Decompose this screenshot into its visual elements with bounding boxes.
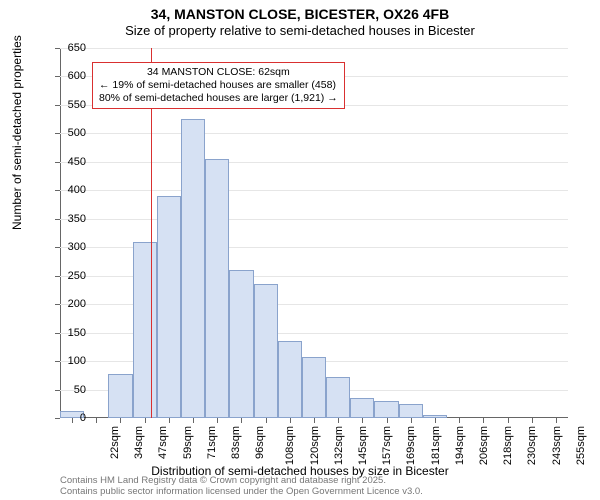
y-tick-label: 400 — [46, 184, 86, 196]
chart-title-block: 34, MANSTON CLOSE, BICESTER, OX26 4FB Si… — [0, 0, 600, 38]
x-tick-label: 47sqm — [158, 426, 170, 459]
gridline — [60, 190, 568, 191]
y-tick-label: 500 — [46, 127, 86, 139]
x-tick-mark — [483, 418, 484, 423]
x-tick-mark — [193, 418, 194, 423]
x-tick-mark — [169, 418, 170, 423]
attribution-text: Contains HM Land Registry data © Crown c… — [60, 476, 423, 498]
attribution-line-2: Contains public sector information licen… — [60, 487, 423, 498]
gridline — [60, 162, 568, 163]
info-box: 34 MANSTON CLOSE: 62sqm← 19% of semi-det… — [92, 62, 345, 109]
x-tick-mark — [266, 418, 267, 423]
info-box-line: ← 19% of semi-detached houses are smalle… — [99, 79, 338, 92]
y-tick-label: 50 — [46, 384, 86, 396]
x-tick-mark — [217, 418, 218, 423]
x-tick-label: 169sqm — [406, 426, 418, 465]
x-tick-mark — [556, 418, 557, 423]
x-tick-label: 206sqm — [478, 426, 490, 465]
x-tick-mark — [96, 418, 97, 423]
x-tick-mark — [362, 418, 363, 423]
x-tick-label: 71sqm — [206, 426, 218, 459]
histogram-bar — [278, 341, 302, 418]
histogram-bar — [205, 159, 229, 418]
x-tick-mark — [532, 418, 533, 423]
histogram-bar — [326, 377, 350, 418]
chart-title: 34, MANSTON CLOSE, BICESTER, OX26 4FB — [0, 6, 600, 23]
y-tick-label: 450 — [46, 156, 86, 168]
gridline — [60, 48, 568, 49]
x-tick-mark — [411, 418, 412, 423]
histogram-bar — [181, 119, 205, 418]
x-tick-mark — [314, 418, 315, 423]
x-tick-label: 194sqm — [454, 426, 466, 465]
gridline — [60, 219, 568, 220]
y-tick-label: 250 — [46, 270, 86, 282]
info-box-line: 80% of semi-detached houses are larger (… — [99, 92, 338, 105]
x-tick-label: 218sqm — [502, 426, 514, 465]
y-tick-label: 350 — [46, 213, 86, 225]
x-tick-mark — [435, 418, 436, 423]
x-tick-mark — [241, 418, 242, 423]
x-tick-label: 145sqm — [357, 426, 369, 465]
x-tick-label: 96sqm — [254, 426, 266, 459]
x-tick-label: 59sqm — [182, 426, 194, 459]
x-tick-label: 22sqm — [109, 426, 121, 459]
y-tick-label: 100 — [46, 355, 86, 367]
histogram-bar — [399, 404, 423, 418]
x-tick-label: 83sqm — [230, 426, 242, 459]
x-tick-label: 108sqm — [285, 426, 297, 465]
chart-subtitle: Size of property relative to semi-detach… — [0, 23, 600, 39]
y-tick-label: 650 — [46, 42, 86, 54]
x-tick-mark — [387, 418, 388, 423]
y-tick-label: 0 — [46, 412, 86, 424]
y-tick-label: 600 — [46, 70, 86, 82]
gridline — [60, 133, 568, 134]
histogram-bar — [350, 398, 374, 418]
x-tick-mark — [290, 418, 291, 423]
histogram-bar — [374, 401, 398, 418]
histogram-bar — [302, 357, 326, 418]
x-tick-mark — [145, 418, 146, 423]
y-tick-label: 150 — [46, 327, 86, 339]
y-tick-label: 550 — [46, 99, 86, 111]
plot: 34 MANSTON CLOSE: 62sqm← 19% of semi-det… — [60, 48, 568, 418]
x-tick-label: 120sqm — [309, 426, 321, 465]
histogram-bar — [108, 374, 132, 418]
x-tick-label: 243sqm — [551, 426, 563, 465]
y-tick-label: 300 — [46, 241, 86, 253]
info-box-line: 34 MANSTON CLOSE: 62sqm — [99, 66, 338, 79]
x-tick-mark — [120, 418, 121, 423]
x-tick-label: 255sqm — [575, 426, 587, 465]
x-tick-label: 181sqm — [430, 426, 442, 465]
histogram-bar — [157, 196, 181, 418]
x-tick-label: 157sqm — [381, 426, 393, 465]
y-tick-label: 200 — [46, 298, 86, 310]
x-tick-mark — [508, 418, 509, 423]
histogram-bar — [133, 242, 157, 418]
histogram-bar — [254, 284, 278, 418]
y-axis-label: Number of semi-detached properties — [10, 35, 24, 230]
histogram-bar — [229, 270, 253, 418]
x-tick-mark — [459, 418, 460, 423]
x-tick-label: 132sqm — [333, 426, 345, 465]
x-tick-label: 34sqm — [133, 426, 145, 459]
chart-plot-area: 34 MANSTON CLOSE: 62sqm← 19% of semi-det… — [60, 48, 568, 418]
x-tick-label: 230sqm — [526, 426, 538, 465]
x-tick-mark — [338, 418, 339, 423]
